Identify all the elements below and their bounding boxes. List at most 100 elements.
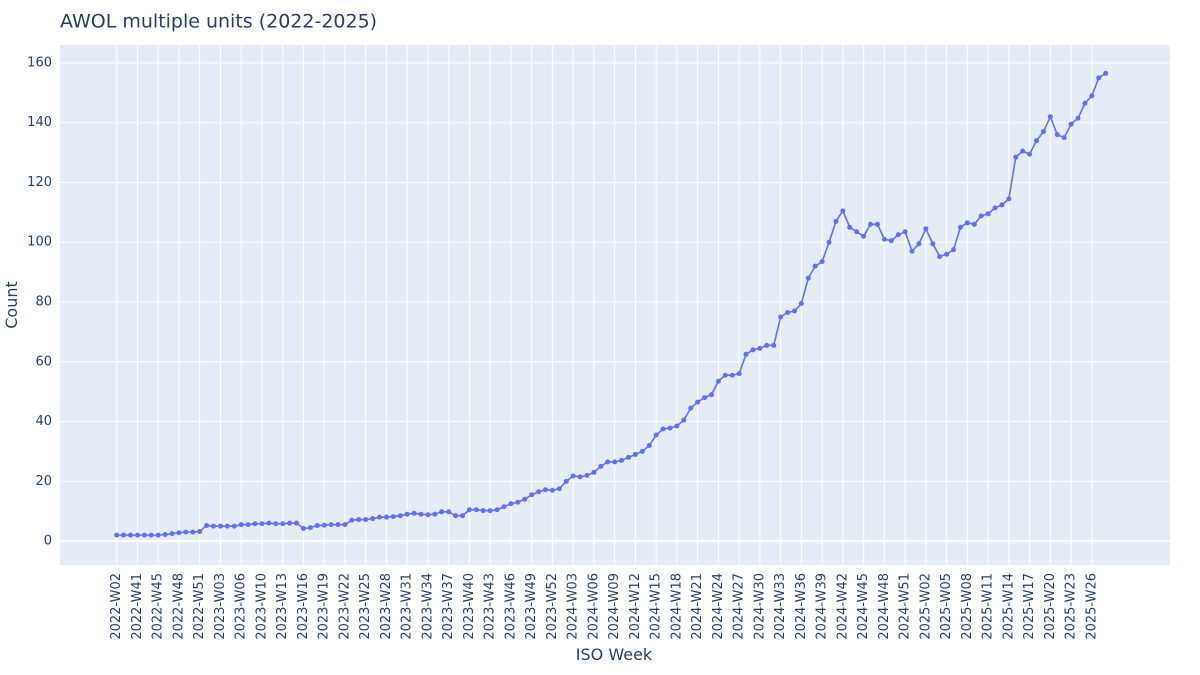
point — [625, 454, 631, 460]
x-tick-label: 2024-W15 — [649, 573, 664, 640]
point — [577, 474, 583, 480]
y-axis-title: Count — [2, 281, 21, 329]
point — [1034, 138, 1040, 144]
point — [466, 507, 472, 513]
x-tick-label: 2024-W42 — [835, 573, 850, 640]
point — [231, 523, 237, 529]
x-tick-label: 2024-W39 — [815, 573, 830, 640]
point — [695, 399, 701, 405]
point — [363, 517, 369, 523]
point — [674, 423, 680, 429]
x-tick-label: 2024-W09 — [607, 573, 622, 640]
point — [951, 247, 957, 253]
x-tick-label: 2024-W33 — [773, 573, 788, 640]
point — [1075, 115, 1081, 121]
x-tick-label: 2024-W45 — [856, 573, 871, 640]
point — [736, 371, 742, 377]
y-tick-label: 100 — [27, 235, 52, 250]
chart-title: AWOL multiple units (2022-2025) — [60, 11, 377, 33]
point — [390, 514, 396, 520]
point — [999, 202, 1005, 208]
point — [563, 478, 569, 484]
x-tick-label: 2025-W20 — [1043, 573, 1058, 640]
point — [217, 523, 223, 529]
point — [1089, 93, 1095, 99]
x-tick-label: 2024-W36 — [794, 573, 809, 640]
point — [978, 213, 984, 219]
point — [812, 263, 818, 269]
x-tick-label: 2024-W06 — [586, 573, 601, 640]
x-tick-label: 2023-W03 — [213, 573, 228, 640]
x-tick-label: 2024-W21 — [690, 573, 705, 640]
point — [971, 221, 977, 227]
point — [349, 517, 355, 523]
x-tick-label: 2022-W48 — [171, 573, 186, 640]
point — [646, 442, 652, 448]
point — [722, 372, 728, 378]
point — [992, 205, 998, 211]
point — [176, 530, 182, 536]
point — [432, 511, 438, 517]
x-tick-label: 2025-W08 — [960, 573, 975, 640]
point — [425, 512, 431, 518]
x-tick-label: 2025-W23 — [1064, 573, 1079, 640]
point — [688, 405, 694, 411]
point — [881, 236, 887, 242]
point — [307, 525, 313, 531]
x-tick-label: 2024-W03 — [566, 573, 581, 640]
point — [335, 522, 341, 528]
x-tick-label: 2023-W40 — [462, 573, 477, 640]
y-tick-label: 160 — [27, 55, 52, 70]
point — [542, 487, 548, 493]
point — [128, 532, 134, 538]
x-tick-label: 2023-W10 — [254, 573, 269, 640]
point — [259, 521, 265, 527]
point — [840, 208, 846, 214]
point — [1020, 148, 1026, 154]
point — [826, 239, 832, 245]
point — [785, 309, 791, 315]
point — [930, 241, 936, 247]
point — [667, 425, 673, 431]
point — [148, 532, 154, 538]
point — [1047, 114, 1053, 120]
x-tick-label: 2024-W51 — [898, 573, 913, 640]
point — [791, 308, 797, 314]
point — [294, 520, 300, 526]
point — [280, 521, 286, 527]
x-tick-label: 2023-W43 — [483, 573, 498, 640]
x-tick-label: 2023-W06 — [234, 573, 249, 640]
point — [487, 508, 493, 514]
x-tick-label: 2022-W02 — [109, 573, 124, 640]
point — [1006, 196, 1012, 202]
y-tick-label: 140 — [27, 115, 52, 130]
x-tick-label: 2023-W34 — [420, 573, 435, 640]
y-tick-label: 80 — [35, 295, 52, 310]
point — [418, 511, 424, 517]
x-tick-label: 2022-W51 — [192, 573, 207, 640]
point — [1061, 135, 1067, 141]
x-tick-label: 2025-W11 — [981, 573, 996, 640]
point — [515, 499, 521, 505]
point — [964, 220, 970, 226]
y-tick-label: 120 — [27, 175, 52, 190]
point — [494, 507, 500, 513]
point — [605, 459, 611, 465]
point — [985, 211, 991, 217]
point — [895, 232, 901, 238]
x-tick-label: 2023-W37 — [441, 573, 456, 640]
point — [923, 226, 929, 232]
point — [743, 351, 749, 357]
point — [238, 522, 244, 528]
point — [439, 509, 445, 515]
point — [861, 233, 867, 239]
point — [204, 523, 210, 529]
point — [1103, 70, 1109, 76]
x-tick-label: 2025-W17 — [1022, 573, 1037, 640]
point — [902, 229, 908, 235]
x-axis-title: ISO Week — [576, 645, 653, 664]
point — [764, 342, 770, 348]
point — [1013, 154, 1019, 160]
point — [300, 526, 306, 532]
